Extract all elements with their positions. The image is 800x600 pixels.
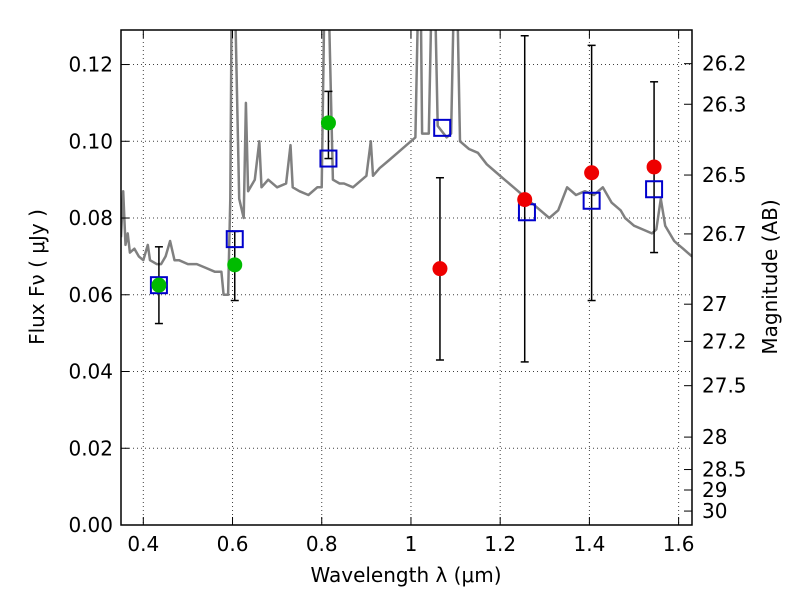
mag-tick-label: 30 (702, 499, 727, 523)
nir-data-point (517, 192, 533, 208)
mag-tick-label: 27.5 (702, 374, 747, 398)
nir-data-point (432, 261, 448, 277)
mag-tick-label: 29 (702, 478, 727, 502)
model-photometry-point (645, 180, 664, 199)
series-layer (121, 30, 692, 297)
y-tick-label: 0.10 (68, 129, 113, 153)
y-tick-label: 0.04 (68, 360, 113, 384)
x-tick-label: 1.6 (663, 532, 695, 556)
nir-data-point (584, 165, 600, 181)
y2-axis-title: Magnitude (AB) (758, 199, 782, 354)
y-tick-label: 0.02 (68, 436, 113, 460)
mag-tick-label: 28 (702, 425, 727, 449)
x-axis-title: Wavelength λ (μm) (310, 563, 501, 587)
model-photometry-point (149, 276, 168, 295)
y-tick-label: 0.12 (68, 53, 113, 77)
model-photometry-point (225, 230, 244, 249)
spectrum-line (121, 30, 692, 297)
nir-data-point (646, 159, 662, 175)
y-tick-label: 0.08 (68, 206, 113, 230)
model-photometry-point (433, 118, 452, 137)
mag-tick-label: 27.2 (702, 329, 747, 353)
optical-data-point (227, 257, 243, 273)
y-tick-label: 0.00 (68, 513, 113, 537)
plot-frame (120, 29, 693, 526)
model-photometry-point (582, 191, 601, 210)
x-tick-label: 0.4 (127, 532, 159, 556)
model-photometry-point (319, 149, 338, 168)
x-tick-label: 0.6 (217, 532, 249, 556)
x-tick-label: 1.4 (573, 532, 605, 556)
x-tick-label: 0.8 (306, 532, 338, 556)
y-axis-title: Flux Fν ( μJy ) (25, 209, 49, 345)
mag-tick-label: 26.5 (702, 163, 747, 187)
mag-tick-label: 26.3 (702, 92, 747, 116)
tick-layer: 0.4 0.6 0.8 1 1.2 1.4 1.6 0.00 0.02 0.04 0.06 0.08 0… (68, 30, 747, 556)
grid-layer (121, 30, 692, 525)
optical-data-point (320, 115, 336, 131)
x-tick-label: 1 (405, 532, 418, 556)
mag-tick-label: 26.2 (702, 52, 747, 76)
plot-area (121, 30, 692, 525)
x-tick-label: 1.2 (484, 532, 516, 556)
optical-data-point (151, 277, 167, 293)
mag-tick-label: 26.7 (702, 222, 747, 246)
mag-tick-label: 27 (702, 292, 727, 316)
y-tick-label: 0.06 (68, 283, 113, 307)
mag-tick-label: 28.5 (702, 458, 747, 482)
marker-layer (149, 115, 664, 295)
